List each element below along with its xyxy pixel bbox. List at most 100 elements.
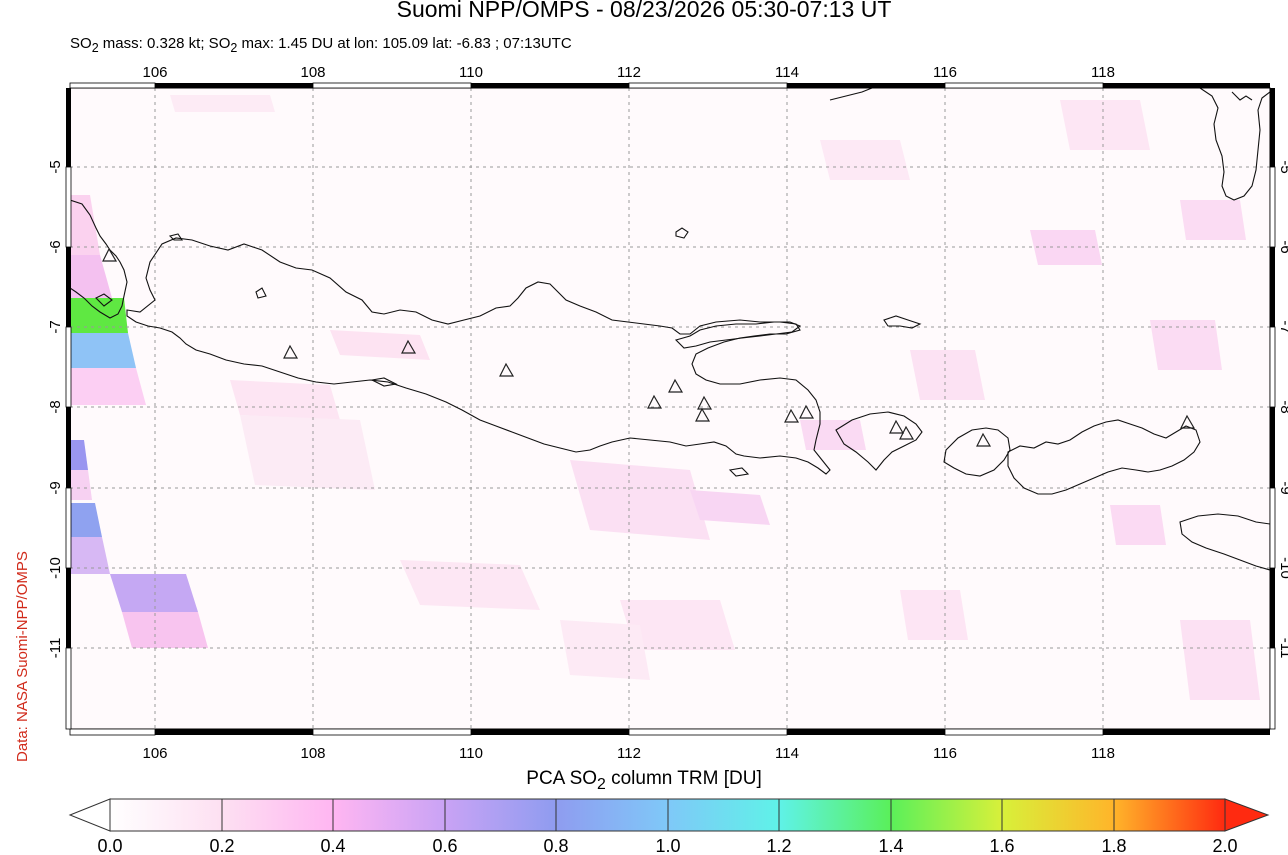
coast-borneo (829, 88, 1270, 201)
frame-segment (312, 728, 472, 736)
coast-bali (835, 411, 923, 471)
so2-pixel (1060, 100, 1150, 150)
so2-pixel (70, 368, 146, 405)
so2-pixel (122, 612, 208, 648)
volcano-icon (976, 432, 992, 447)
coast-lombok (943, 427, 1011, 477)
so2-pixel (70, 537, 110, 574)
so2-pixels (70, 95, 1260, 700)
lat-tick-label: -11 (47, 638, 64, 659)
lat-tick-label: -7 (1277, 320, 1288, 333)
colorbar-title: PCA SO2 column TRM [DU] (0, 768, 1288, 794)
frame-segment (69, 728, 156, 736)
map-frame (65, 82, 1276, 736)
frame-segment (312, 82, 472, 89)
lat-tick-label: -5 (47, 160, 64, 173)
so2-pixel (900, 590, 968, 640)
lat-tick-label: -10 (1277, 557, 1288, 579)
lat-tick-label: -10 (47, 557, 64, 579)
colorbar-tick-label: 0.0 (97, 836, 122, 855)
lon-tick-label: 116 (933, 745, 957, 762)
lat-tick-label: -7 (47, 320, 64, 333)
lon-tick-label: 118 (1091, 745, 1115, 762)
frame-segment (1270, 88, 1275, 167)
lat-tick-label: -6 (1277, 240, 1288, 253)
so2-pixel (820, 140, 910, 180)
so2-pixel (70, 298, 128, 333)
colorbar-labels: 0.0 0.2 0.4 0.6 0.8 1.0 1.2 1.4 1.6 1.8 … (97, 836, 1237, 855)
lon-labels-top: 106 108 110 112 114 116 118 (142, 64, 1114, 81)
volcano-icon (499, 362, 515, 377)
lat-tick-label: -11 (1277, 638, 1288, 659)
volcano-icon (695, 407, 711, 422)
frame-segment (628, 728, 788, 736)
frame-segment (65, 487, 72, 569)
volcano-icon (799, 404, 815, 419)
frame-segment (1270, 568, 1275, 648)
volcano-icon (899, 425, 915, 440)
volcano-icon (401, 339, 417, 354)
coast-madura (674, 321, 802, 349)
so2-pixel (1180, 620, 1260, 700)
lat-tick-label: -6 (47, 240, 64, 253)
frame-segment (1103, 83, 1270, 88)
frame-segment (65, 326, 72, 408)
lat-labels-right: -5 -6 -7 -8 -9 -10 -11 (1277, 160, 1288, 658)
lat-tick-label: -8 (47, 400, 64, 413)
so2-pixel (800, 420, 866, 450)
so2-pixel (70, 195, 100, 255)
frame-segment (66, 407, 71, 488)
lon-tick-label: 108 (300, 745, 325, 762)
so2-pixel (560, 620, 650, 680)
so2-pixel (230, 380, 340, 420)
frame-segment (628, 82, 788, 89)
volcano-icon (668, 378, 684, 393)
lon-tick-label: 110 (459, 64, 483, 81)
colorbar-ticks (221, 799, 1115, 831)
coast-java (126, 237, 831, 475)
volcano-icon (283, 344, 299, 359)
frame-segment (944, 82, 1104, 89)
colorbar: 0.0 0.2 0.4 0.6 0.8 1.0 1.2 1.4 1.6 1.8 … (68, 798, 1270, 855)
colorbar-tick-label: 1.8 (1101, 836, 1126, 855)
colorbar-tick-label: 0.8 (543, 836, 568, 855)
coast-sumba (1179, 513, 1270, 571)
so2-pixel (240, 415, 375, 490)
map-title: Suomi NPP/OMPS - 08/23/2026 05:30-07:13 … (396, 0, 892, 22)
frame-segment (66, 568, 71, 648)
frame-segment (944, 728, 1104, 736)
colorbar-tick-label: 2.0 (1212, 836, 1237, 855)
frame-segment (1269, 326, 1276, 408)
frame-segment (1269, 487, 1276, 569)
cb-title-part: column TRM [DU] (605, 768, 762, 789)
lon-tick-label: 116 (933, 64, 957, 81)
so2-pixel (70, 440, 88, 470)
colorbar-tick-label: 0.4 (320, 836, 345, 855)
cb-title-part: PCA SO (526, 768, 598, 789)
frame-segment (1269, 647, 1276, 730)
lat-tick-label: -5 (1277, 160, 1288, 173)
cb-title-subscript: 2 (597, 775, 606, 793)
lon-tick-label: 110 (459, 745, 483, 762)
lon-tick-label: 106 (142, 64, 167, 81)
frame-segment (1269, 166, 1276, 248)
so2-summary: SO2 mass: 0.328 kt; SO2 max: 1.45 DU at … (70, 35, 572, 55)
summary-part: mass: 0.328 kt; SO (98, 35, 231, 52)
volcano-markers (102, 247, 1196, 447)
frame-segment (1270, 247, 1275, 327)
so2-pixel (70, 333, 136, 368)
frame-segment (155, 729, 313, 735)
colorbar-tick-label: 1.6 (989, 836, 1014, 855)
lon-tick-label: 112 (617, 64, 641, 81)
volcano-icon (889, 419, 905, 434)
lon-tick-label: 114 (775, 745, 799, 762)
colorbar-tick-label: 0.2 (209, 836, 234, 855)
coastlines (70, 88, 1270, 571)
so2-pixel (70, 470, 92, 500)
colorbar-max-arrow (1224, 798, 1270, 832)
frame-segment (787, 729, 945, 735)
coast-sumatra (70, 199, 128, 319)
so2-pixel (910, 350, 985, 400)
lat-labels-left: -5 -6 -7 -8 -9 -10 -11 (47, 160, 64, 658)
summary-subscript: 2 (91, 41, 99, 55)
